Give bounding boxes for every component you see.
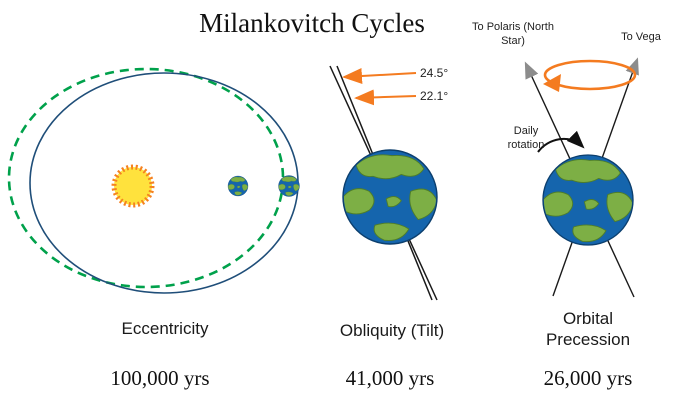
daily-rotation-label: Daily rotation	[507, 125, 545, 152]
period-precession: 26,000 yrs	[543, 366, 633, 390]
angle-arrow-min	[354, 89, 417, 106]
angle-label-max: 24.5°	[420, 66, 449, 80]
angle-label-min: 22.1°	[420, 89, 449, 103]
diagram-title: Milankovitch Cycles	[199, 8, 425, 38]
earth-globe-precession	[543, 155, 633, 245]
eccentricity-panel	[7, 67, 300, 294]
orbit-solid-ellipse	[29, 72, 299, 294]
period-obliquity: 41,000 yrs	[345, 366, 435, 390]
earth-globe-obliquity	[343, 150, 437, 244]
vega-label: To Vega	[621, 31, 661, 43]
angle-arrow-max	[342, 68, 417, 84]
earth-icon-small-2	[279, 176, 300, 197]
polaris-label: To Polaris (North Star)	[472, 21, 554, 48]
panel-label-obliquity: Obliquity (Tilt)	[339, 321, 445, 340]
obliquity-panel	[329, 65, 437, 301]
panel-label-precession: Orbital Precession	[545, 309, 631, 350]
period-eccentricity: 100,000 yrs	[110, 366, 210, 390]
daily-rotation-arrow	[537, 130, 585, 153]
panel-label-eccentricity: Eccentricity	[121, 319, 209, 338]
precession-arrowhead-icon	[543, 74, 561, 92]
earth-icon-small-1	[228, 176, 248, 196]
precession-circle-arrow	[543, 59, 637, 91]
precession-panel	[524, 57, 639, 298]
sun-icon	[111, 164, 155, 208]
